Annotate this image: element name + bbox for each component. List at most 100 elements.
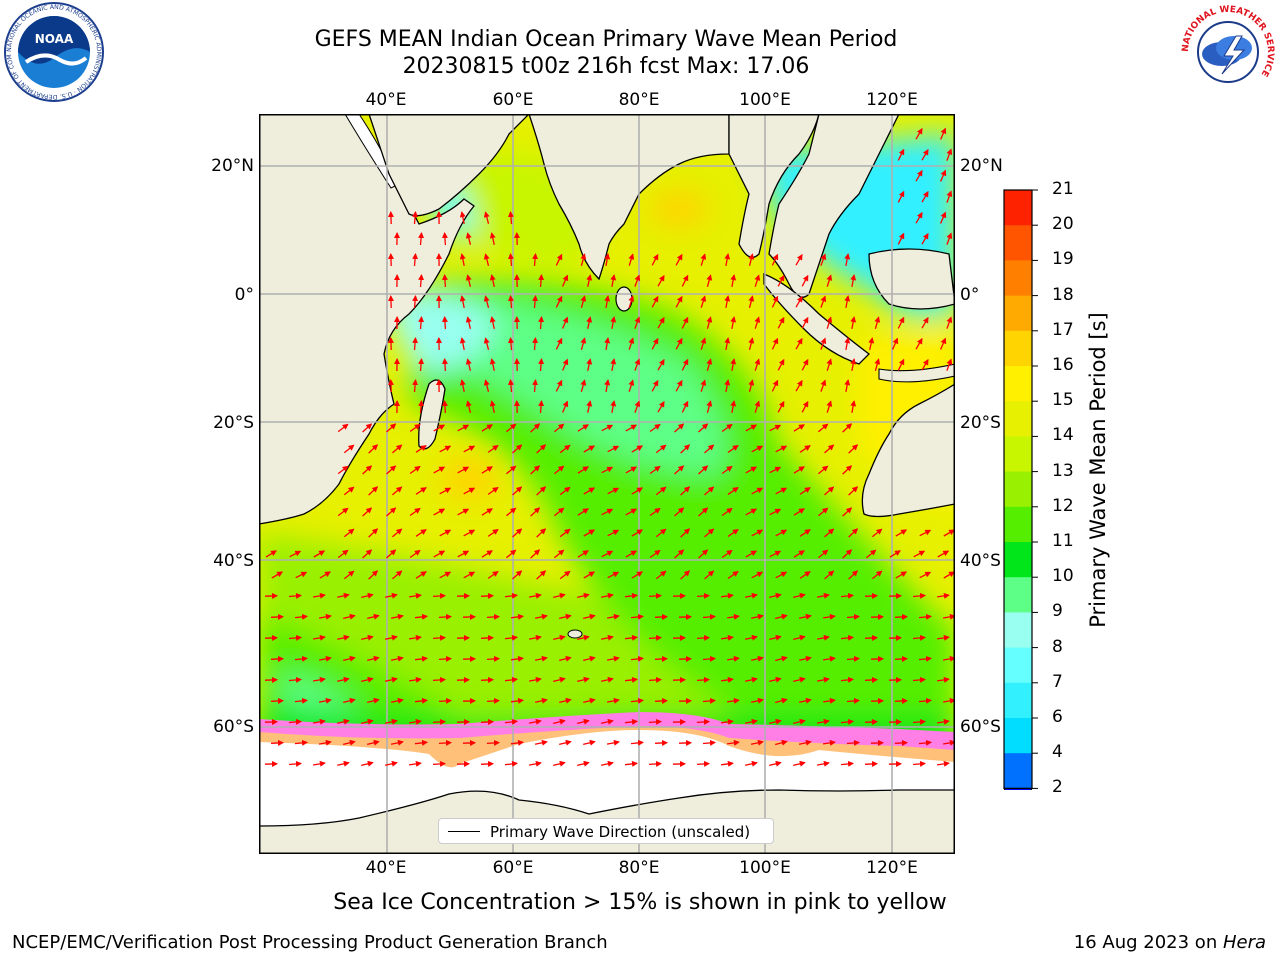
colorbar-segment bbox=[1004, 366, 1032, 402]
wave-direction-arrow bbox=[775, 445, 788, 453]
wave-direction-arrow bbox=[481, 550, 493, 558]
wave-direction-arrow bbox=[775, 529, 788, 537]
wave-period-map bbox=[259, 114, 955, 854]
wave-direction-arrow bbox=[604, 379, 611, 393]
wave-direction-arrow bbox=[583, 655, 596, 662]
wave-direction-arrow bbox=[337, 549, 349, 559]
wave-direction-arrow bbox=[409, 592, 422, 599]
wave-direction-arrow bbox=[840, 718, 854, 725]
wave-direction-arrow bbox=[604, 337, 611, 351]
wave-direction-arrow bbox=[674, 507, 685, 517]
wave-direction-arrow bbox=[610, 358, 617, 372]
wave-direction-arrow bbox=[816, 676, 830, 683]
wave-direction-arrow bbox=[648, 634, 662, 641]
wave-direction-arrow bbox=[706, 316, 713, 329]
wave-direction-arrow bbox=[457, 424, 470, 432]
wave-direction-arrow bbox=[864, 592, 878, 599]
wave-direction-arrow bbox=[368, 444, 379, 454]
wave-direction-arrow bbox=[698, 423, 709, 433]
wave-direction-arrow bbox=[897, 358, 905, 371]
wave-direction-arrow bbox=[942, 697, 955, 704]
wave-direction-arrow bbox=[481, 466, 493, 474]
wave-direction-arrow bbox=[730, 274, 737, 288]
wave-direction-arrow bbox=[744, 592, 758, 599]
wave-direction-arrow bbox=[921, 316, 929, 329]
wave-direction-arrow bbox=[799, 445, 811, 453]
wave-direction-arrow bbox=[937, 760, 950, 767]
colorbar-segment bbox=[1004, 753, 1032, 789]
wave-direction-arrow bbox=[343, 655, 356, 662]
wave-direction-arrow bbox=[771, 379, 779, 392]
wave-direction-arrow bbox=[625, 550, 638, 558]
wave-direction-arrow bbox=[604, 295, 611, 309]
lon-label-bottom: 60°E bbox=[492, 858, 534, 878]
wave-direction-arrow bbox=[649, 549, 661, 559]
wave-direction-arrow bbox=[463, 445, 476, 453]
wave-direction-arrow bbox=[337, 465, 349, 475]
wave-direction-arrow bbox=[651, 379, 659, 392]
wave-direction-arrow bbox=[459, 337, 466, 351]
wave-direction-arrow bbox=[532, 253, 539, 267]
wave-direction-arrow bbox=[942, 739, 955, 746]
map-legend: Primary Wave Direction (unscaled) bbox=[438, 818, 774, 844]
wave-direction-arrow bbox=[415, 445, 427, 453]
wave-direction-arrow bbox=[559, 528, 571, 538]
wave-direction-arrow bbox=[368, 570, 379, 580]
wave-direction-arrow bbox=[586, 400, 593, 413]
wave-direction-arrow bbox=[577, 718, 590, 725]
wave-direction-arrow bbox=[343, 697, 356, 704]
wave-direction-arrow bbox=[674, 423, 685, 433]
wave-direction-arrow bbox=[384, 634, 398, 641]
wave-direction-arrow bbox=[871, 570, 883, 580]
wave-direction-arrow bbox=[940, 169, 947, 182]
wave-direction-arrow bbox=[628, 295, 635, 308]
wave-direction-arrow bbox=[528, 676, 542, 683]
wave-direction-arrow bbox=[844, 337, 851, 351]
wave-direction-arrow bbox=[826, 316, 833, 329]
wave-direction-arrow bbox=[655, 570, 667, 580]
wave-direction-arrow bbox=[463, 487, 476, 495]
wave-direction-arrow bbox=[840, 592, 854, 599]
wave-direction-arrow bbox=[628, 253, 635, 266]
wave-direction-arrow bbox=[288, 634, 302, 641]
wave-direction-arrow bbox=[553, 676, 566, 683]
wave-direction-arrow bbox=[654, 697, 668, 704]
wave-direction-arrow bbox=[553, 592, 566, 599]
wave-direction-arrow bbox=[894, 613, 908, 620]
wave-direction-arrow bbox=[600, 592, 614, 599]
wave-direction-arrow bbox=[824, 528, 835, 538]
wave-direction-arrow bbox=[486, 613, 500, 620]
wave-direction-arrow bbox=[610, 316, 617, 330]
lon-label-top: 60°E bbox=[492, 90, 534, 110]
wave-direction-arrow bbox=[439, 571, 452, 579]
wave-direction-arrow bbox=[384, 592, 398, 599]
wave-direction-arrow bbox=[289, 550, 302, 558]
wave-direction-arrow bbox=[361, 592, 374, 599]
wave-direction-arrow bbox=[913, 550, 926, 558]
wave-direction-arrow bbox=[921, 190, 929, 203]
wave-direction-arrow bbox=[655, 444, 667, 454]
wave-direction-arrow bbox=[489, 400, 496, 414]
wave-direction-arrow bbox=[318, 613, 332, 620]
wave-direction-arrow bbox=[654, 655, 668, 662]
wave-direction-arrow bbox=[610, 274, 617, 288]
wave-direction-arrow bbox=[438, 655, 452, 662]
wave-direction-arrow bbox=[681, 400, 689, 413]
wave-direction-arrow bbox=[580, 379, 587, 392]
wave-direction-arrow bbox=[367, 613, 380, 620]
wave-direction-arrow bbox=[654, 613, 668, 620]
wave-direction-arrow bbox=[528, 592, 542, 599]
wave-direction-arrow bbox=[769, 760, 782, 767]
wave-direction-arrow bbox=[432, 676, 446, 683]
wave-direction-arrow bbox=[562, 358, 569, 371]
wave-direction-arrow bbox=[751, 487, 764, 495]
wave-direction-arrow bbox=[505, 549, 517, 559]
wave-direction-arrow bbox=[775, 697, 788, 704]
wave-direction-arrow bbox=[610, 400, 617, 414]
wave-direction-arrow bbox=[912, 592, 926, 599]
wave-direction-arrow bbox=[648, 592, 662, 599]
wave-direction-arrow bbox=[553, 760, 566, 767]
wave-direction-arrow bbox=[864, 634, 878, 641]
wave-direction-arrow bbox=[754, 358, 761, 371]
wave-direction-arrow bbox=[390, 739, 404, 746]
